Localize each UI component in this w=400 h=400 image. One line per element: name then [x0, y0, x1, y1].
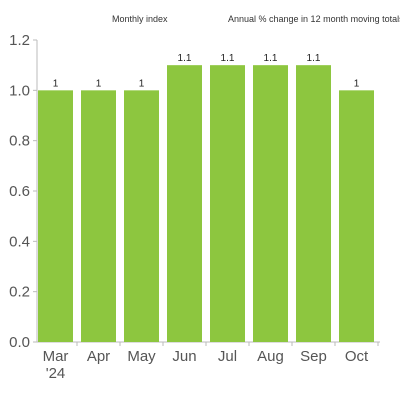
bar-jun	[167, 65, 202, 343]
bar-sep	[296, 65, 331, 343]
y-tick-label: 1.2	[9, 32, 30, 49]
data-label: 1.1	[178, 53, 192, 64]
data-label: 1	[96, 78, 102, 89]
bar-aug	[253, 65, 288, 343]
data-label: 1	[53, 78, 59, 89]
x-tick-label: Mar	[43, 348, 69, 365]
x-tick-label: Jul	[218, 348, 237, 365]
chart-subtitle-right: Annual % change in 12 month moving total…	[228, 14, 400, 24]
y-tick-label: 0.4	[9, 233, 30, 250]
x-tick-sublabel: '24	[46, 365, 66, 382]
bar-mar	[38, 90, 73, 342]
data-label: 1.1	[307, 53, 321, 64]
chart-subtitle-left: Monthly index	[112, 14, 168, 24]
data-label: 1	[139, 78, 145, 89]
y-tick-label: 0.6	[9, 183, 30, 200]
x-tick-label: Sep	[300, 348, 327, 365]
y-tick-label: 0.0	[9, 334, 30, 351]
x-tick-label: Oct	[345, 348, 369, 365]
x-tick-label: Aug	[257, 348, 284, 365]
x-tick-label: May	[127, 348, 156, 365]
y-tick-label: 1.0	[9, 82, 30, 99]
data-label: 1	[354, 78, 360, 89]
x-tick-label: Jun	[172, 348, 196, 365]
y-tick-label: 0.8	[9, 133, 30, 150]
bar-jul	[210, 65, 245, 343]
data-label: 1.1	[221, 53, 235, 64]
bar-may	[124, 90, 159, 342]
bar-apr	[81, 90, 116, 342]
data-label: 1.1	[264, 53, 278, 64]
x-tick-label: Apr	[87, 348, 110, 365]
y-tick-label: 0.2	[9, 284, 30, 301]
bar-oct	[339, 90, 374, 342]
